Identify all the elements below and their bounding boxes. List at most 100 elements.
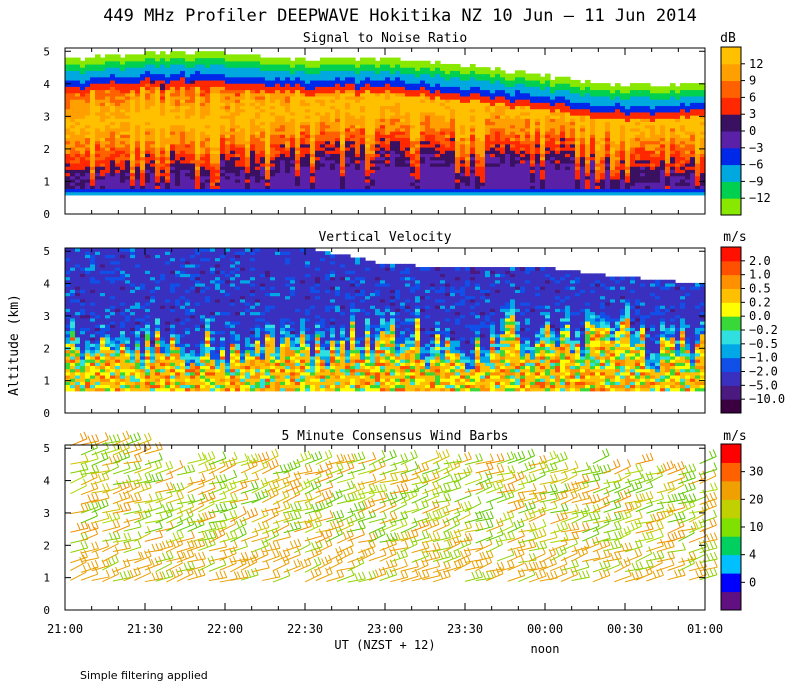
snr-cell bbox=[115, 92, 121, 97]
snr-cell bbox=[140, 127, 146, 132]
snr-cell bbox=[130, 140, 136, 145]
snr-cell bbox=[160, 137, 166, 142]
snr-cell bbox=[120, 86, 126, 91]
snr-cell bbox=[625, 86, 631, 91]
snr-cell bbox=[85, 143, 91, 148]
snr-cell bbox=[170, 83, 176, 87]
snr-cell bbox=[160, 121, 166, 126]
snr-cell bbox=[140, 73, 146, 78]
snr-cell bbox=[125, 54, 131, 59]
snr-cell bbox=[115, 178, 121, 183]
snr-cell bbox=[145, 95, 151, 100]
snr-cell bbox=[95, 60, 101, 65]
snr-cell bbox=[100, 185, 106, 190]
snr-cell bbox=[65, 86, 71, 91]
snr-cell bbox=[100, 108, 106, 113]
snr-cell bbox=[95, 102, 101, 107]
snr-cell bbox=[660, 86, 666, 91]
snr-cell bbox=[80, 92, 86, 97]
snr-cell bbox=[125, 57, 131, 62]
snr-cell bbox=[180, 51, 186, 55]
snr-cell bbox=[160, 169, 166, 174]
snr-cell bbox=[75, 182, 81, 186]
snr-cell bbox=[165, 131, 171, 135]
snr-cell bbox=[90, 134, 96, 138]
snr-cell bbox=[105, 63, 111, 68]
snr-cell bbox=[125, 159, 131, 164]
snr-cell bbox=[115, 153, 121, 158]
snr-cell bbox=[105, 131, 111, 135]
snr-cell bbox=[80, 143, 86, 148]
snr-cell bbox=[160, 156, 166, 161]
snr-cell bbox=[175, 127, 181, 132]
snr-cell bbox=[85, 99, 91, 103]
snr-cell bbox=[70, 127, 76, 132]
snr-cell bbox=[125, 137, 131, 142]
snr-cell bbox=[130, 83, 136, 87]
snr-cell bbox=[405, 60, 411, 65]
snr-cell bbox=[75, 63, 81, 68]
snr-cell bbox=[135, 102, 141, 107]
snr-cell bbox=[70, 63, 76, 68]
snr-cell bbox=[150, 63, 156, 68]
snr-cell bbox=[185, 60, 191, 65]
snr-cell bbox=[145, 178, 151, 183]
snr-cell bbox=[160, 115, 166, 119]
snr-cell bbox=[165, 79, 171, 84]
snr-cell bbox=[630, 83, 636, 87]
snr-cell bbox=[120, 175, 126, 180]
snr-cell bbox=[150, 143, 156, 148]
snr-cell bbox=[70, 143, 76, 148]
snr-cell bbox=[140, 111, 146, 116]
snr-cell bbox=[175, 140, 181, 145]
snr-cell bbox=[105, 79, 111, 84]
snr-cell bbox=[135, 178, 141, 183]
snr-cell bbox=[155, 150, 161, 154]
snr-cell bbox=[135, 95, 141, 100]
snr-cell bbox=[100, 156, 106, 161]
snr-cell bbox=[120, 182, 126, 186]
snr-cell bbox=[70, 70, 76, 75]
snr-cell bbox=[75, 73, 81, 78]
snr-cell bbox=[155, 118, 161, 123]
snr-cell bbox=[90, 131, 96, 135]
snr-cell bbox=[165, 95, 171, 100]
snr-cell bbox=[70, 153, 76, 158]
snr-cell bbox=[90, 89, 96, 94]
snr-cell bbox=[70, 140, 76, 145]
snr-cell bbox=[80, 188, 86, 193]
snr-cell bbox=[145, 105, 151, 110]
snr-cell bbox=[185, 76, 191, 81]
snr-cell bbox=[185, 83, 191, 87]
snr-cell bbox=[85, 89, 91, 94]
snr-cell bbox=[160, 60, 166, 65]
snr-cell bbox=[115, 111, 121, 116]
snr-cell bbox=[160, 95, 166, 100]
snr-cell bbox=[160, 124, 166, 129]
snr-cell bbox=[115, 54, 121, 59]
snr-cell bbox=[110, 162, 116, 167]
snr-cell bbox=[185, 134, 191, 138]
snr-cell bbox=[165, 159, 171, 164]
snr-cell bbox=[150, 70, 156, 75]
snr-cell bbox=[145, 63, 151, 68]
snr-cell bbox=[85, 76, 91, 81]
snr-cell bbox=[95, 127, 101, 132]
snr-cell bbox=[100, 153, 106, 158]
snr-cell bbox=[95, 99, 101, 103]
snr-cell bbox=[90, 162, 96, 167]
snr-cell bbox=[85, 121, 91, 126]
snr-cell bbox=[110, 146, 116, 151]
snr-cell bbox=[125, 146, 131, 151]
snr-cell bbox=[80, 102, 86, 107]
snr-cell bbox=[135, 124, 141, 129]
snr-cell bbox=[465, 67, 471, 71]
snr-cell bbox=[165, 63, 171, 68]
snr-cell bbox=[100, 127, 106, 132]
snr-cell bbox=[100, 143, 106, 148]
snr-cell bbox=[210, 51, 216, 55]
snr-cell bbox=[90, 86, 96, 91]
snr-cell bbox=[180, 102, 186, 107]
snr-cell bbox=[180, 111, 186, 116]
snr-cell bbox=[525, 73, 531, 78]
